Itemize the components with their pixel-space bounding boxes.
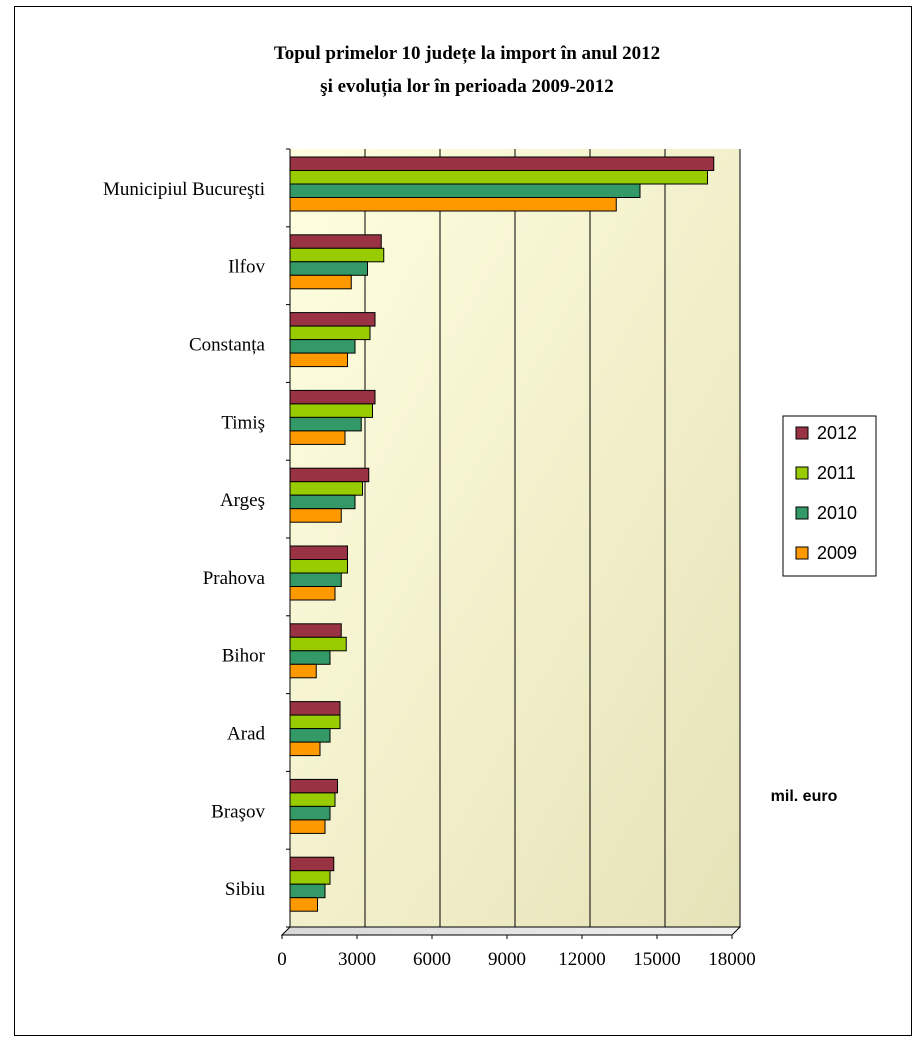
bar-2011: [289, 559, 348, 574]
legend-label-2012: 2012: [817, 423, 857, 443]
legend: 2012 2011 2010 2009: [782, 415, 877, 577]
bar-2009: [289, 819, 326, 834]
legend-label-2010: 2010: [817, 503, 857, 523]
bar-2012: [289, 389, 376, 405]
bar-chart: Topul primelor 10 județe la import în an…: [103, 43, 877, 970]
legend-swatch-2009: [795, 546, 809, 560]
bar-2011: [289, 636, 347, 652]
category-label: Argeş: [220, 490, 265, 511]
bar-2010: [289, 572, 342, 587]
bar-2010: [289, 261, 368, 276]
x-axis-unit-label: mil. euro: [771, 788, 838, 805]
legend-swatch-2011: [795, 466, 809, 480]
bar-2010: [289, 339, 356, 354]
axes: [280, 148, 742, 939]
x-tick-label: 12000: [558, 949, 606, 970]
bar-2011: [289, 325, 371, 341]
bar-2010: [289, 728, 331, 743]
x-tick-label: 15000: [633, 949, 681, 970]
category-labels: Municipiul Bucureşti Ilfov Constanța Timiş A…: [103, 179, 266, 900]
bar-2010: [289, 183, 641, 198]
bar-2011: [289, 714, 341, 730]
bar-2011: [289, 403, 373, 418]
bar-2009: [289, 197, 617, 212]
category-label: Bihor: [222, 646, 266, 667]
bar-2010: [289, 416, 362, 432]
bar-2012: [289, 856, 335, 872]
category-label: Prahova: [203, 568, 266, 589]
bar-2009: [289, 352, 348, 368]
bar-2009: [289, 741, 321, 757]
bar-2011: [289, 170, 708, 185]
x-tick-label: 9000: [488, 949, 526, 970]
bar-2009: [289, 586, 336, 601]
category-label: Ilfov: [228, 257, 265, 278]
bar-2012: [289, 623, 342, 638]
bar-2012: [289, 312, 376, 327]
tick-labels: 0 3000 6000 9000 12000 15000 18000: [277, 949, 756, 970]
bar-2010: [289, 494, 356, 510]
bar-2012: [289, 545, 348, 560]
bar-2009: [289, 274, 352, 290]
chart-title-line-2: şi evoluția lor în perioada 2009-2012: [320, 76, 614, 97]
category-label: Timiş: [221, 412, 265, 433]
bar-2009: [289, 430, 346, 445]
bar-2009: [289, 663, 317, 679]
legend-label-2011: 2011: [817, 463, 856, 483]
x-tick-label: 0: [277, 949, 287, 970]
bar-2011: [289, 481, 363, 496]
category-label: Arad: [227, 724, 265, 745]
bar-2011: [289, 870, 331, 885]
chart-frame: Topul primelor 10 județe la import în an…: [14, 6, 912, 1036]
bar-2009: [289, 897, 318, 912]
bar-2010: [289, 805, 331, 821]
bar-2012: [289, 156, 715, 171]
x-tick-label: 6000: [413, 949, 451, 970]
gridlines: [364, 149, 741, 927]
bar-2009: [289, 508, 342, 523]
x-tick-label: 18000: [708, 949, 756, 970]
x-tick-label: 3000: [338, 949, 376, 970]
bar-2010: [289, 883, 326, 899]
category-label: Braşov: [211, 801, 265, 822]
category-label: Municipiul Bucureşti: [103, 179, 265, 200]
legend-label-2009: 2009: [817, 543, 857, 563]
category-label: Sibiu: [225, 879, 266, 900]
chart-title-line-1: Topul primelor 10 județe la import în an…: [274, 43, 660, 64]
category-label: Constanța: [189, 335, 266, 356]
floor: [280, 926, 742, 936]
bar-2011: [289, 792, 336, 807]
bar-2012: [289, 701, 341, 716]
legend-swatch-2012: [795, 426, 809, 440]
bar-2011: [289, 247, 385, 263]
bar-2012: [289, 778, 338, 794]
bar-2010: [289, 650, 331, 665]
legend-swatch-2010: [795, 506, 809, 520]
bar-2012: [289, 234, 382, 249]
bar-2012: [289, 467, 370, 483]
